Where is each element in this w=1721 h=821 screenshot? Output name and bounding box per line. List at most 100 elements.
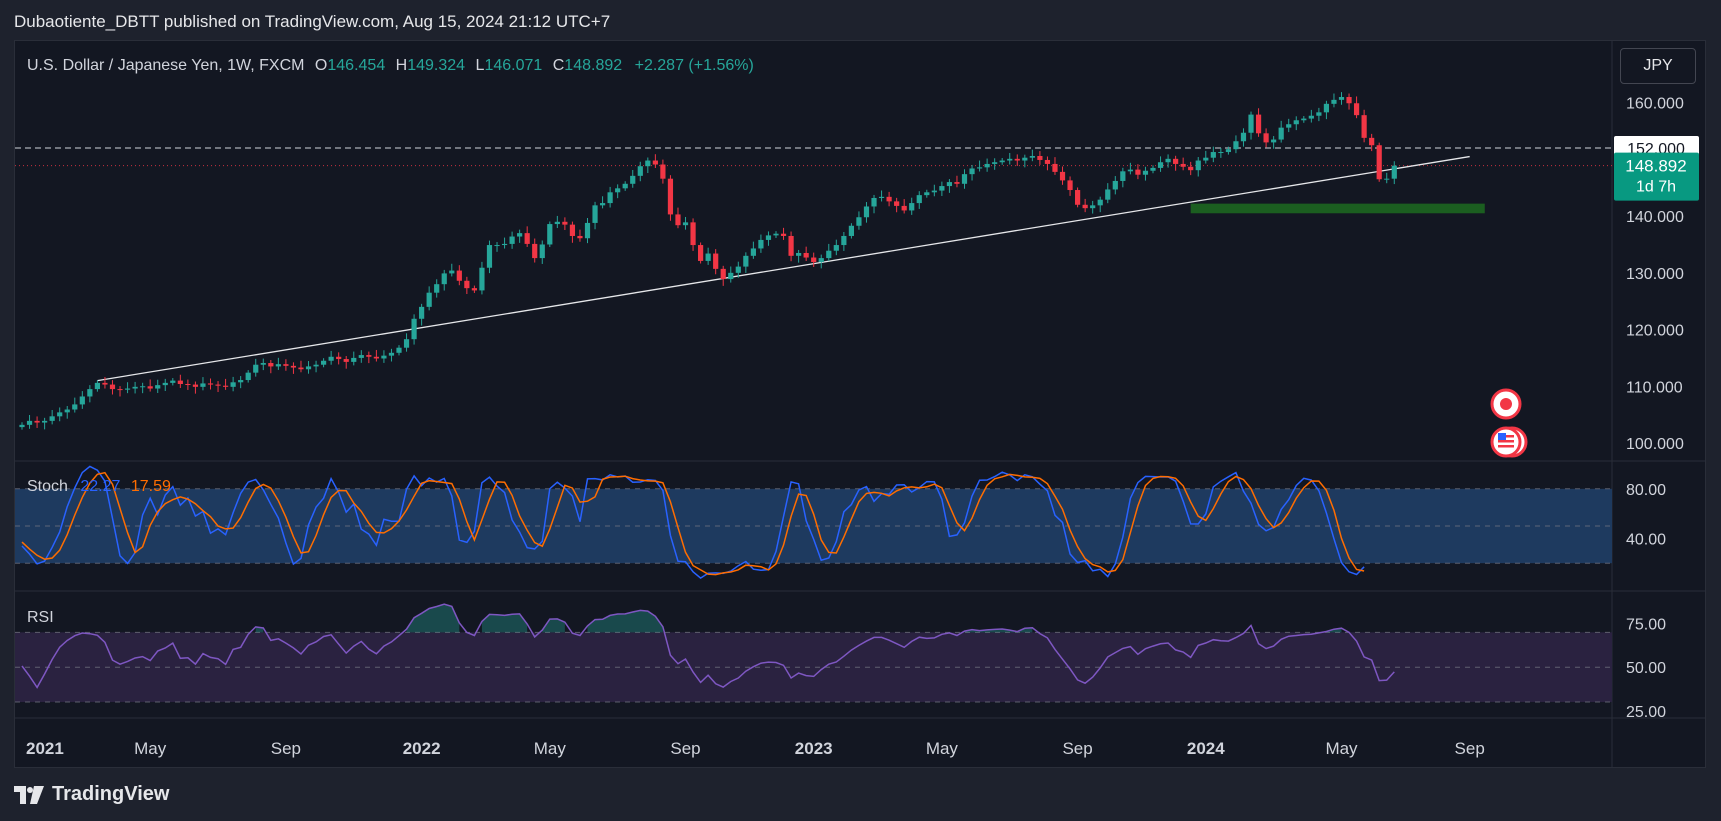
candle-body: [1135, 169, 1141, 175]
support-zone: [1190, 203, 1485, 214]
low-label: L: [476, 57, 485, 74]
candle-body: [969, 168, 975, 175]
candle-body: [735, 266, 741, 273]
time-tick: 2021: [26, 739, 64, 758]
candle-body: [562, 221, 568, 225]
time-tick: 2022: [403, 739, 441, 758]
stoch-legend[interactable]: Stoch 22.27 17.59: [27, 478, 171, 495]
overbought-fill: [964, 627, 1033, 633]
axes: 160.000 140.000 130.000 120.000 110.000 100.0…: [26, 96, 1684, 758]
indicator-tick: 25.00: [1626, 704, 1666, 721]
candle-body: [1353, 103, 1360, 116]
candle-body: [577, 235, 583, 239]
candle-body: [192, 384, 199, 387]
price-tick: 160.000: [1626, 96, 1684, 113]
candle-body: [788, 235, 794, 256]
candle-body: [94, 382, 100, 390]
open-label: O: [315, 57, 327, 74]
candle-body: [780, 233, 787, 236]
time-tick: May: [134, 739, 167, 758]
high-value: 149.324: [407, 57, 465, 74]
candle-body: [464, 280, 470, 289]
stoch-k-value: 22.27: [80, 478, 120, 495]
tradingview-brand[interactable]: TradingView: [14, 783, 169, 806]
candle-body: [1044, 159, 1051, 164]
candle-body: [396, 347, 402, 353]
candle-body: [381, 355, 387, 359]
candle-body: [1105, 189, 1111, 200]
change-value: +2.287 (+1.56%): [635, 57, 754, 74]
currency-button[interactable]: JPY: [1620, 48, 1696, 84]
candle-body: [1195, 160, 1201, 171]
candle-body: [886, 196, 892, 202]
candle-body: [584, 222, 591, 239]
price-tick: 140.000: [1626, 209, 1684, 226]
candle-body: [630, 175, 636, 184]
candle-body: [1112, 180, 1118, 190]
candle-body: [976, 167, 983, 169]
candle-body: [1384, 178, 1390, 180]
candle-body: [667, 178, 674, 215]
candle-body: [87, 389, 93, 397]
low-value: 146.071: [484, 57, 542, 74]
candle-body: [1376, 145, 1382, 180]
candle-body: [1067, 180, 1073, 191]
chart-legend[interactable]: U.S. Dollar / Japanese Yen, 1W, FXCM O14…: [27, 57, 754, 74]
candle-body: [501, 243, 508, 246]
candle-body: [524, 233, 530, 244]
candle-body: [939, 186, 945, 191]
time-tick: Sep: [1455, 739, 1485, 758]
jp-flag-icon[interactable]: [1490, 388, 1522, 420]
candle-body: [358, 355, 364, 358]
candle-body: [1022, 157, 1028, 161]
candle-body: [1127, 169, 1133, 172]
candle-body: [690, 222, 696, 246]
candle-body: [818, 258, 824, 263]
candle-body: [615, 188, 621, 193]
candle-body: [811, 257, 817, 263]
stoch-d-line: [21, 471, 1365, 576]
time-tick: 2023: [795, 739, 833, 758]
candle-body: [1301, 118, 1307, 121]
candle-body: [1338, 97, 1345, 100]
candle-body: [675, 214, 681, 226]
band-fill: [15, 632, 1612, 703]
candle-body: [449, 270, 455, 274]
candle-body: [26, 420, 33, 425]
brand-name: TradingView: [52, 783, 170, 805]
candle-body: [102, 382, 108, 385]
candle-body: [682, 222, 689, 226]
indicator-tick: 50.00: [1626, 660, 1666, 677]
candle-body: [833, 245, 839, 251]
candle-body: [34, 420, 40, 423]
candle-body: [894, 201, 900, 206]
candle-body: [698, 245, 704, 261]
candle-body: [554, 221, 560, 225]
candle-body: [200, 383, 206, 387]
candle-body: [705, 253, 711, 261]
candle-body: [222, 385, 229, 387]
candle-body: [796, 252, 802, 256]
candle-body: [660, 164, 666, 179]
candle-body: [260, 363, 266, 365]
time-tick: Sep: [1062, 739, 1092, 758]
candle-body: [1090, 205, 1096, 209]
rsi-line: [21, 603, 1395, 689]
candle-body: [336, 356, 342, 360]
candle-body: [147, 386, 153, 389]
us-flag-icon[interactable]: [1490, 426, 1528, 458]
candle-body: [132, 386, 138, 389]
candle-body: [743, 255, 749, 267]
candle-body: [532, 243, 538, 259]
candle-body: [1361, 115, 1367, 138]
time-tick: May: [926, 739, 959, 758]
candle-body: [517, 233, 523, 237]
stoch-d-value: 17.59: [131, 478, 171, 495]
rsi-title[interactable]: RSI: [27, 609, 54, 626]
candle-body: [1082, 204, 1088, 209]
candle-body: [419, 306, 425, 319]
overbought-fill: [587, 610, 663, 633]
candle-body: [1293, 120, 1299, 125]
time-tick: 2024: [1187, 739, 1225, 758]
